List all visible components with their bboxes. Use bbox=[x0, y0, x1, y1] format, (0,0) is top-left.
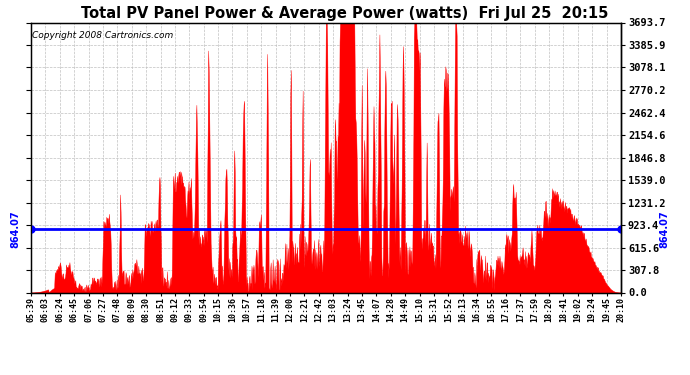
Text: 864.07: 864.07 bbox=[10, 210, 21, 248]
Text: 864.07: 864.07 bbox=[660, 210, 669, 248]
Text: Copyright 2008 Cartronics.com: Copyright 2008 Cartronics.com bbox=[32, 31, 173, 40]
Text: Total PV Panel Power & Average Power (watts)  Fri Jul 25  20:15: Total PV Panel Power & Average Power (wa… bbox=[81, 6, 609, 21]
